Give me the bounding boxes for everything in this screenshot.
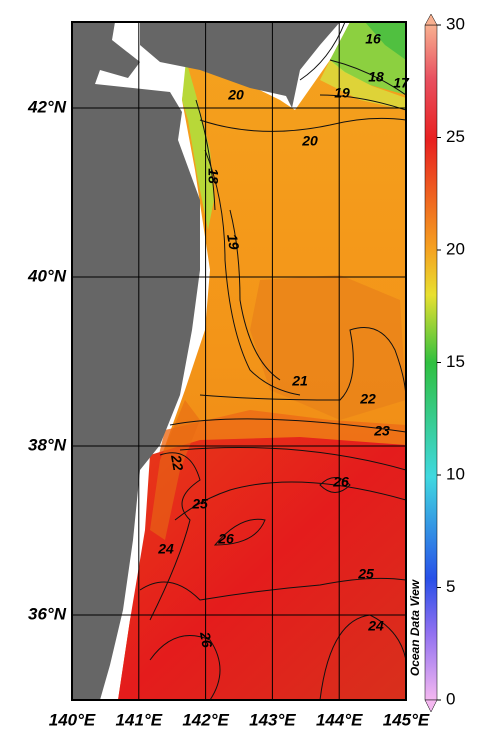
colorbar-tick-label: 20 xyxy=(446,239,465,258)
contour-label: 20 xyxy=(227,87,244,103)
red-region xyxy=(118,437,406,700)
contour-label: 24 xyxy=(367,618,384,634)
colorbar-arrow xyxy=(424,699,438,713)
contour-label: 19 xyxy=(334,85,350,101)
contour-label: 17 xyxy=(393,75,410,91)
x-tick-label: 143°E xyxy=(249,710,296,729)
colorbar-tick-label: 10 xyxy=(446,464,465,483)
land-hokkaido xyxy=(140,22,340,108)
x-tick-label: 142°E xyxy=(182,710,229,729)
y-tick-label: 42°N xyxy=(27,97,67,116)
colorbar-tick-label: 0 xyxy=(446,689,455,708)
y-tick-label: 40°N xyxy=(27,266,67,285)
contour-label: 26 xyxy=(197,630,216,649)
colorbar-tick-label: 25 xyxy=(446,127,465,146)
contour-label: 26 xyxy=(332,474,349,490)
x-tick-label: 144°E xyxy=(316,710,363,729)
contour-label: 16 xyxy=(365,31,381,47)
contour-label: 22 xyxy=(359,391,376,407)
contour-label: 24 xyxy=(157,541,174,557)
coastal-warm xyxy=(150,400,200,540)
x-tick-label: 141°E xyxy=(116,710,163,729)
contour-label: 22 xyxy=(168,453,187,472)
contour-label: 26 xyxy=(217,531,234,547)
y-tick-label: 38°N xyxy=(28,435,67,454)
contour-label: 25 xyxy=(191,496,208,512)
frame xyxy=(71,21,407,701)
contours xyxy=(139,22,406,700)
x-tick-label: 145°E xyxy=(383,710,430,729)
watermark: Ocean Data View xyxy=(408,579,422,676)
colorbar-arrow xyxy=(424,13,438,26)
contour-label: 18 xyxy=(368,69,384,85)
contour-label: 19 xyxy=(224,233,242,251)
colorbar-tick-label: 15 xyxy=(446,352,465,371)
colorbar-tick-label: 30 xyxy=(446,14,465,33)
cool-ne-inner xyxy=(365,22,406,60)
warm-core xyxy=(250,275,406,420)
land-honshu xyxy=(72,22,200,700)
colorbar-tick-label: 5 xyxy=(446,577,455,596)
x-tick-label: 140°E xyxy=(49,710,96,729)
contour-label: 20 xyxy=(301,133,318,149)
contour-label: 25 xyxy=(357,566,374,582)
y-tick-label: 36°N xyxy=(28,604,67,623)
contour-label: 23 xyxy=(373,423,390,439)
colorbar xyxy=(424,24,438,701)
cool-ne-edge xyxy=(320,60,406,110)
contour-label: 18 xyxy=(205,168,221,184)
contour-label: 21 xyxy=(291,373,308,389)
field xyxy=(72,22,406,700)
